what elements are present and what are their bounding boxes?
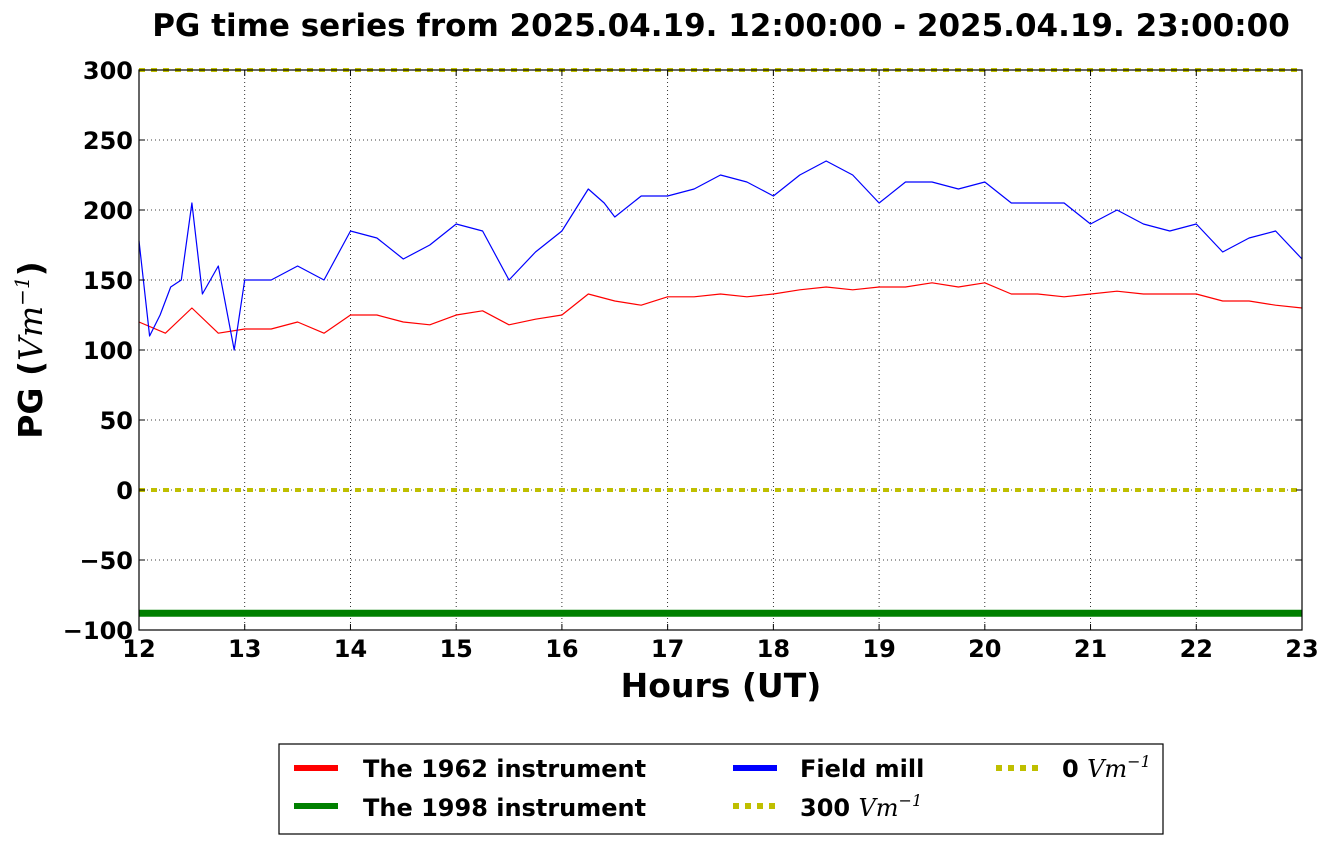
series-line-0 <box>138 282 1303 334</box>
y-tick-label-250: 250 <box>83 127 133 155</box>
x-tick-label-23: 23 <box>1285 635 1318 663</box>
x-tick-label-18: 18 <box>757 635 790 663</box>
y-tick-label-50: 50 <box>100 407 133 435</box>
x-tick-label-20: 20 <box>968 635 1001 663</box>
series-line-2 <box>138 160 1303 351</box>
grid-lines <box>139 70 1302 630</box>
y-tick-label-300: 300 <box>83 57 133 85</box>
y-axis-label-unit: Vm <box>11 306 50 361</box>
y-tick-label-100: 100 <box>83 337 133 365</box>
y-tick-label--50: −50 <box>79 547 133 575</box>
x-tick-label-15: 15 <box>439 635 472 663</box>
y-axis-label-close: ) <box>11 261 50 276</box>
legend-frame <box>278 743 1164 835</box>
legend-label-1962: The 1962 instrument <box>363 755 646 783</box>
x-tick-label-16: 16 <box>545 635 578 663</box>
legend-label-1998: The 1998 instrument <box>363 794 646 822</box>
legend-label-0: 0 Vm−1 <box>1062 752 1151 783</box>
x-axis-label: Hours (UT) <box>621 666 822 705</box>
x-tick-label-14: 14 <box>334 635 367 663</box>
x-tick-label-19: 19 <box>862 635 895 663</box>
x-tick-label-21: 21 <box>1074 635 1107 663</box>
y-axis-label-exp: −1 <box>10 276 34 305</box>
plot-background <box>139 70 1302 630</box>
x-tick-label-22: 22 <box>1180 635 1213 663</box>
x-tick-label-12: 12 <box>122 635 155 663</box>
x-tick-label-13: 13 <box>228 635 261 663</box>
y-axis-label: PG (Vm−1) <box>10 261 50 439</box>
y-tick-label--100: −100 <box>63 617 133 645</box>
legend: The 1962 instrument The 1998 instrument … <box>278 743 1164 835</box>
chart-title: PG time series from 2025.04.19. 12:00:00… <box>152 8 1290 44</box>
legend-label-field-mill: Field mill <box>800 755 924 783</box>
y-axis-ticks: −100 −50 0 50 100 150 200 250 300 <box>63 57 1302 645</box>
y-tick-label-150: 150 <box>83 267 133 295</box>
x-axis-ticks: 12 13 14 15 16 17 18 19 20 21 22 23 <box>122 70 1319 663</box>
y-tick-label-0: 0 <box>116 477 133 505</box>
y-axis-label-text: PG ( <box>11 361 50 439</box>
legend-label-300: 300 Vm−1 <box>800 791 922 822</box>
y-tick-label-200: 200 <box>83 197 133 225</box>
plot-area: 12 13 14 15 16 17 18 19 20 21 22 23 −100 −50 0 50 100 15… <box>63 57 1319 663</box>
x-tick-label-17: 17 <box>651 635 684 663</box>
